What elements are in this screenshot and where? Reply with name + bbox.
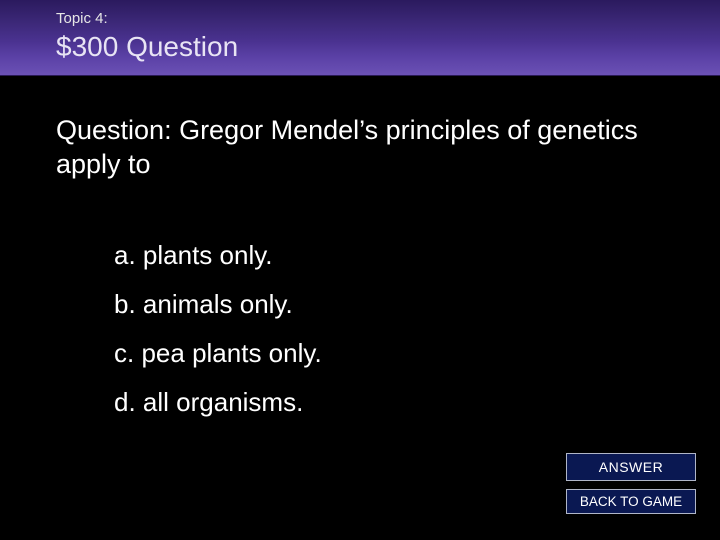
back-to-game-button[interactable]: BACK TO GAME <box>566 489 696 514</box>
button-group: ANSWER BACK TO GAME <box>566 453 696 514</box>
option-letter: c. <box>114 338 134 368</box>
content-area: Question: Gregor Mendel’s principles of … <box>0 76 720 418</box>
header: Topic 4: $300 Question <box>0 0 720 76</box>
option-b: b. animals only. <box>114 289 664 320</box>
option-text: pea plants only. <box>141 338 321 368</box>
value-title: $300 Question <box>56 31 720 63</box>
option-letter: b. <box>114 289 136 319</box>
topic-label: Topic 4: <box>56 10 720 27</box>
question-text: Question: Gregor Mendel’s principles of … <box>56 114 664 182</box>
options-list: a. plants only. b. animals only. c. pea … <box>56 240 664 418</box>
option-text: all organisms. <box>143 387 303 417</box>
option-text: plants only. <box>143 240 273 270</box>
option-c: c. pea plants only. <box>114 338 664 369</box>
option-text: animals only. <box>143 289 293 319</box>
answer-button[interactable]: ANSWER <box>566 453 696 481</box>
option-letter: d. <box>114 387 136 417</box>
option-a: a. plants only. <box>114 240 664 271</box>
option-d: d. all organisms. <box>114 387 664 418</box>
option-letter: a. <box>114 240 136 270</box>
